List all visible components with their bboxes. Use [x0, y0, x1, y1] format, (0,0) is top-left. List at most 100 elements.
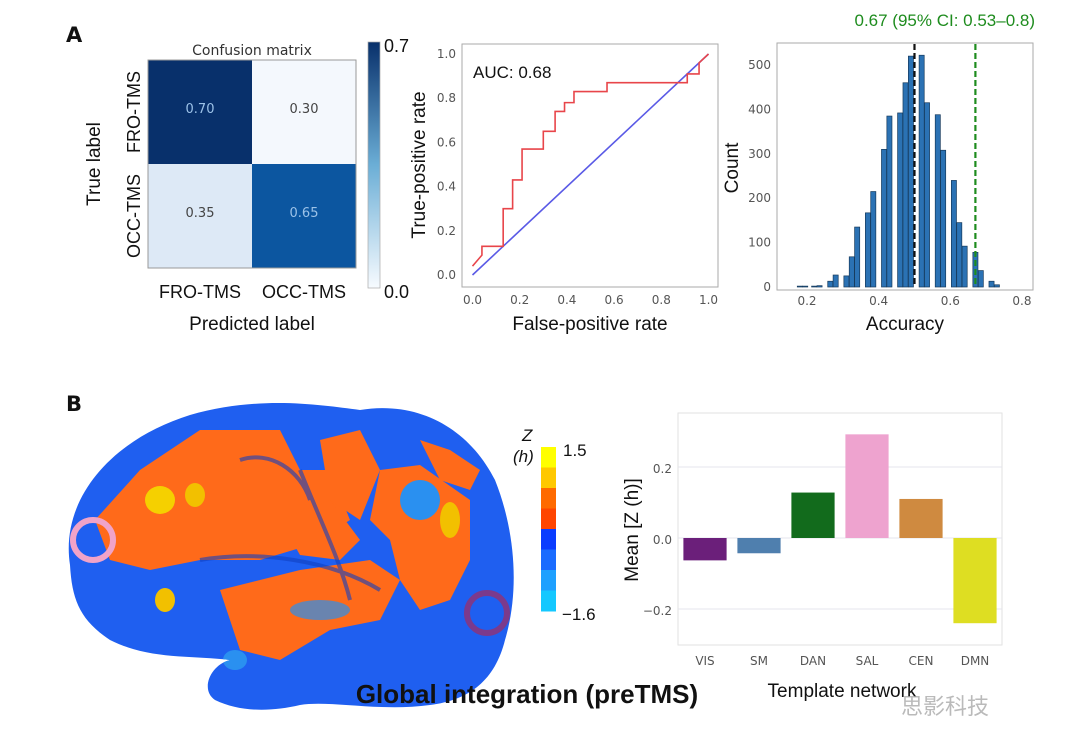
- z-colorbar-max: 1.5: [563, 441, 587, 460]
- cm-value: 0.70: [186, 102, 215, 117]
- cm-value: 0.30: [290, 102, 319, 117]
- hist-xtick: 0.2: [797, 294, 816, 308]
- histogram-bar: [977, 270, 984, 288]
- cm-ytick: OCC-TMS: [124, 174, 144, 258]
- cm-value: 0.65: [290, 206, 319, 221]
- z-colorbar-step: [541, 570, 556, 591]
- net-xlabel: Template network: [768, 681, 917, 702]
- cm-colorbar-max: 0.7: [384, 36, 409, 56]
- histogram-bar: [848, 256, 855, 288]
- cm-xlabel: Predicted label: [189, 314, 315, 335]
- histogram-bar: [827, 280, 834, 288]
- accuracy-histogram: 0.67 (95% CI: 0.53–0.8) Accuracy Count 0…: [722, 11, 1035, 335]
- hist-ytick: 0: [763, 280, 771, 294]
- hist-xtick: 0.4: [869, 294, 888, 308]
- hist-ytick: 100: [748, 236, 771, 250]
- cm-colorbar: [367, 41, 381, 289]
- net-ytick: 0.2: [653, 462, 672, 476]
- brain-caption: Global integration (preTMS): [356, 679, 698, 709]
- histogram-bar: [854, 226, 861, 288]
- roc-xtick: 1.0: [699, 293, 718, 307]
- hist-frame: [776, 42, 1034, 291]
- roc-frame: [461, 43, 719, 288]
- net-frame: [677, 412, 1003, 646]
- roc-xtick: 0.8: [652, 293, 671, 307]
- histogram-bar: [897, 112, 904, 288]
- histogram-bar: [816, 285, 823, 288]
- histogram-bar: [993, 284, 1000, 288]
- watermark: 思影科技: [901, 695, 989, 720]
- histogram-bar: [881, 149, 887, 288]
- net-xtick: SAL: [856, 654, 879, 668]
- histogram-bar: [940, 149, 947, 288]
- bar-vis: [683, 538, 727, 561]
- z-colorbar-step: [541, 488, 556, 509]
- cm-ytick: FRO-TMS: [124, 71, 144, 153]
- histogram-bar: [865, 212, 871, 288]
- occipital-stim-marker: [464, 590, 510, 636]
- histogram-bar: [988, 280, 995, 288]
- histogram-bar: [832, 274, 839, 288]
- cm-cell-1-1: [252, 164, 356, 268]
- histogram-bar: [802, 285, 809, 288]
- cm-xtick: FRO-TMS: [159, 282, 241, 302]
- roc-xlabel: False-positive rate: [512, 314, 667, 335]
- histogram-bar: [956, 222, 963, 288]
- brain-surface: [68, 403, 514, 710]
- z-colorbar-min: −1.6: [562, 605, 596, 624]
- net-xtick: DMN: [961, 654, 990, 668]
- net-ytick: 0.0: [653, 533, 672, 547]
- z-colorbar-title: Z: [521, 426, 533, 445]
- histogram-bar: [924, 102, 930, 288]
- network-bar-chart: Template network Mean [Z (h)] −0.2 0.0 0.2…: [622, 412, 1003, 702]
- panel-label-b: B: [66, 392, 82, 416]
- z-colorbar-step: [541, 529, 556, 550]
- chance-line: [471, 53, 710, 276]
- confusion-matrix: Confusion matrix 0.70 0.30 0.35 0.65 FRO…: [84, 36, 409, 335]
- hist-xlabel: Accuracy: [866, 314, 945, 335]
- hist-xtick: 0.8: [1012, 294, 1031, 308]
- histogram-bar: [843, 275, 850, 288]
- cm-cell-0-1: [252, 60, 356, 164]
- cm-title: Confusion matrix: [192, 43, 312, 59]
- hist-ytick: 200: [748, 191, 771, 205]
- z-colorbar-step: [541, 549, 556, 571]
- bar-cen: [899, 498, 943, 538]
- histogram-bar: [886, 115, 893, 288]
- histogram-bar: [870, 191, 877, 288]
- z-colorbar-step: [541, 508, 556, 530]
- hist-title: 0.67 (95% CI: 0.53–0.8): [854, 11, 1035, 30]
- cm-ylabel: True label: [84, 122, 105, 206]
- cm-cell-1-0: [148, 164, 252, 268]
- frontal-stim-marker: [70, 517, 116, 563]
- net-xtick: VIS: [695, 654, 714, 668]
- roc-auc-annotation: AUC: 0.68: [473, 63, 551, 82]
- cm-value: 0.35: [186, 206, 215, 221]
- roc-ylabel: True-positive rate: [409, 91, 430, 238]
- hist-ytick: 400: [748, 102, 771, 116]
- hist-ylabel: Count: [722, 142, 743, 193]
- cm-cell-0-0: [148, 60, 252, 164]
- roc-xtick: 0.4: [557, 293, 576, 307]
- roc-chart: AUC: 0.68 False-positive rate True-posit…: [409, 43, 719, 335]
- histogram-bar: [951, 180, 957, 288]
- roc-curve: [471, 53, 710, 267]
- hist-xtick: 0.6: [941, 294, 960, 308]
- bar-sal: [845, 434, 889, 538]
- histogram-bar: [811, 285, 818, 288]
- bar-dan: [791, 492, 835, 538]
- panel-label-a: A: [66, 23, 83, 47]
- roc-xtick: 0.2: [510, 293, 529, 307]
- net-ytick: −0.2: [643, 604, 672, 618]
- bar-dmn: [953, 538, 997, 624]
- cm-xtick: OCC-TMS: [262, 282, 346, 302]
- z-colorbar-step: [541, 447, 556, 468]
- net-xtick: SM: [750, 654, 768, 668]
- histogram-bar: [796, 285, 803, 288]
- roc-ytick: 0.6: [437, 135, 456, 149]
- z-colorbar-step: [541, 590, 556, 612]
- hist-ytick: 500: [748, 58, 771, 72]
- net-xtick: DAN: [800, 654, 826, 668]
- roc-ytick: 0.2: [437, 224, 456, 238]
